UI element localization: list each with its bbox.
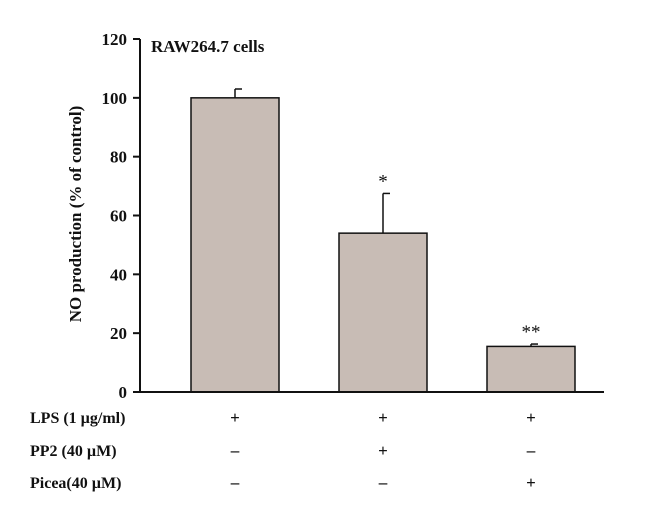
y-tick-label: 120 bbox=[102, 30, 128, 49]
condition-sign: + bbox=[230, 408, 240, 427]
y-axis-ticks: 0 20 40 60 80 100 120 bbox=[102, 30, 140, 402]
y-tick-label: 20 bbox=[110, 324, 127, 343]
significance-marker: * bbox=[378, 171, 388, 192]
condition-sign: + bbox=[378, 408, 388, 427]
condition-sign: + bbox=[378, 441, 388, 460]
y-tick-label: 100 bbox=[102, 89, 128, 108]
y-tick-label: 60 bbox=[110, 207, 127, 226]
condition-label: Picea(40 µM) bbox=[30, 475, 121, 492]
condition-sign: – bbox=[230, 441, 240, 460]
bar bbox=[486, 345, 576, 393]
condition-sign: – bbox=[378, 473, 388, 492]
y-axis-label: NO production (% of control) bbox=[66, 106, 85, 323]
condition-label: LPS (1 µg/ml) bbox=[30, 410, 125, 427]
bars-group: *** bbox=[190, 88, 576, 393]
chart-title: RAW264.7 cells bbox=[151, 37, 265, 56]
condition-sign: + bbox=[526, 408, 536, 427]
y-tick-label: 80 bbox=[110, 148, 127, 167]
bar bbox=[338, 232, 428, 393]
y-tick-label: 0 bbox=[119, 383, 128, 402]
condition-label: PP2 (40 µM) bbox=[30, 443, 117, 460]
condition-table: LPS (1 µg/ml) + + + PP2 (40 µM) – + – Picea(40 µ… bbox=[30, 408, 536, 492]
condition-sign: – bbox=[230, 473, 240, 492]
bar bbox=[190, 97, 280, 393]
condition-sign: + bbox=[526, 473, 536, 492]
y-tick-label: 40 bbox=[110, 265, 127, 284]
condition-sign: – bbox=[526, 441, 536, 460]
significance-marker: ** bbox=[522, 322, 541, 343]
